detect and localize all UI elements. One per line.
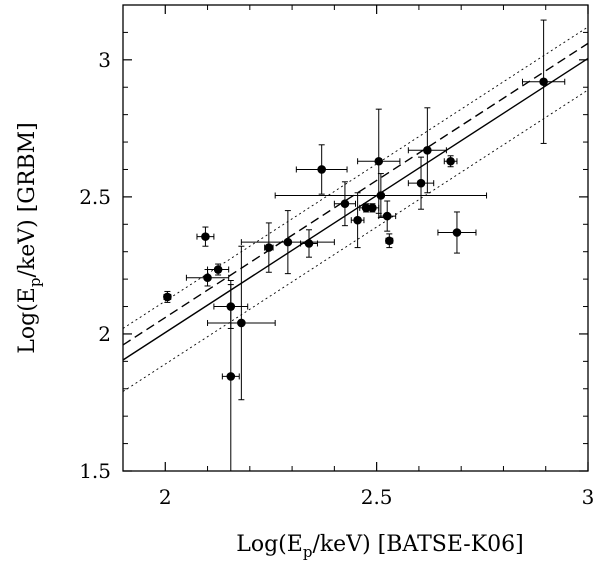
point-marker [203,273,212,283]
data-point [207,245,276,401]
y-tick-label: 3 [98,48,111,72]
data-point [274,173,488,218]
data-point [443,155,458,168]
upper-fit-line [123,42,588,346]
best-fit-line [123,57,588,361]
point-marker [226,372,236,381]
data-point [385,233,394,249]
y-tick-label: 1.5 [79,459,111,483]
data-point [333,181,356,227]
data-point [221,279,240,471]
data-point [295,144,348,195]
point-marker [213,265,223,274]
data-points [163,19,566,471]
x-axis-label: Log(Ep/keV) [BATSE-K06] [236,532,524,561]
x-tick-label: 2.5 [361,485,393,509]
point-marker [452,228,462,237]
data-point [163,290,172,303]
plot-frame [122,4,589,472]
point-marker [317,165,326,174]
point-marker [264,243,274,252]
data-point [196,226,215,247]
point-marker [382,211,392,221]
y-tick-label: 2 [98,322,111,346]
data-point [264,222,274,273]
data-point [521,19,566,144]
data-point [437,211,477,254]
point-marker [353,215,362,225]
point-marker [368,203,377,213]
point-marker [340,199,350,209]
point-marker [416,178,426,188]
y-tick-label: 2.5 [79,185,111,209]
data-point [207,263,230,276]
point-marker [374,156,384,166]
point-marker [163,292,172,302]
point-marker [201,232,210,241]
x-tick-label: 3 [582,485,595,509]
y-axis-ticks: 1.5 2 2.5 3 [79,31,588,483]
point-marker [423,145,432,155]
upper-scatter-line [123,26,588,329]
x-axis-label-subscript: p [303,543,313,561]
data-point [240,210,335,275]
data-point [350,192,365,249]
point-marker [376,191,386,200]
y-axis-label-subscript: p [26,278,44,288]
point-marker [237,318,246,328]
data-point [407,156,435,210]
fit-lines [123,26,588,392]
x-axis-ticks: 2 2.5 3 [159,5,594,509]
lower-scatter-line [123,89,588,392]
point-marker [283,237,293,247]
point-marker [539,77,548,87]
point-marker [385,236,394,246]
x-tick-label: 2 [159,485,172,509]
data-point [300,229,318,258]
point-marker [446,156,455,166]
data-point [378,200,397,232]
y-axis-label: Log(Ep/keV) [GRBM] [15,122,44,353]
point-marker [304,239,314,248]
data-point [407,107,447,194]
